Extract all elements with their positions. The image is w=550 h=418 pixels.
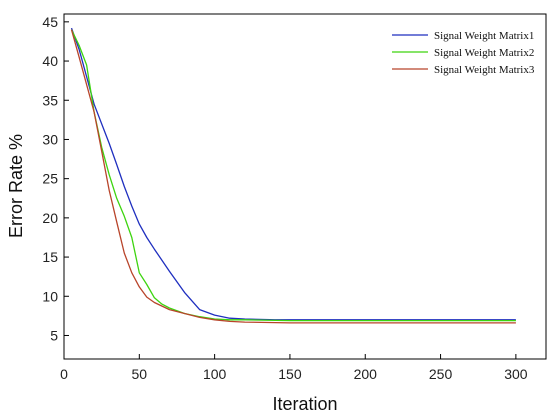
y-axis-title: Error Rate % [6,134,26,238]
legend-label-1: Signal Weight Matrix1 [434,30,534,42]
series-layer [70,27,516,324]
x-tick-label: 50 [132,366,148,382]
y-tick-label: 10 [42,288,58,304]
y-tick-label: 25 [42,171,58,187]
x-axis-title: Iteration [272,394,337,414]
legend-label-2: Signal Weight Matrix2 [434,47,534,59]
y-tick-label: 35 [42,92,58,108]
y-tick-label: 40 [42,53,58,69]
x-tick-label: 100 [203,366,227,382]
x-tick-label: 300 [504,366,528,382]
y-tick-label: 45 [42,14,58,30]
y-axis: 5 10 15 20 25 30 35 40 45 [42,14,69,343]
x-tick-label: 250 [429,366,453,382]
x-axis: 0 50 100 150 200 250 300 [60,354,528,382]
legend-label-3: Signal Weight Matrix3 [434,64,535,76]
plot-frame [63,13,547,360]
y-tick-label: 15 [42,249,58,265]
x-tick-label: 200 [354,366,378,382]
series-line-1 [70,27,516,321]
x-tick-label: 150 [278,366,302,382]
y-tick-label: 20 [42,210,58,226]
y-tick-label: 30 [42,131,58,147]
legend: Signal Weight Matrix1 Signal Weight Matri… [392,30,535,76]
x-tick-label: 0 [60,366,68,382]
y-tick-label: 5 [50,327,58,343]
series-line-3 [70,29,516,324]
